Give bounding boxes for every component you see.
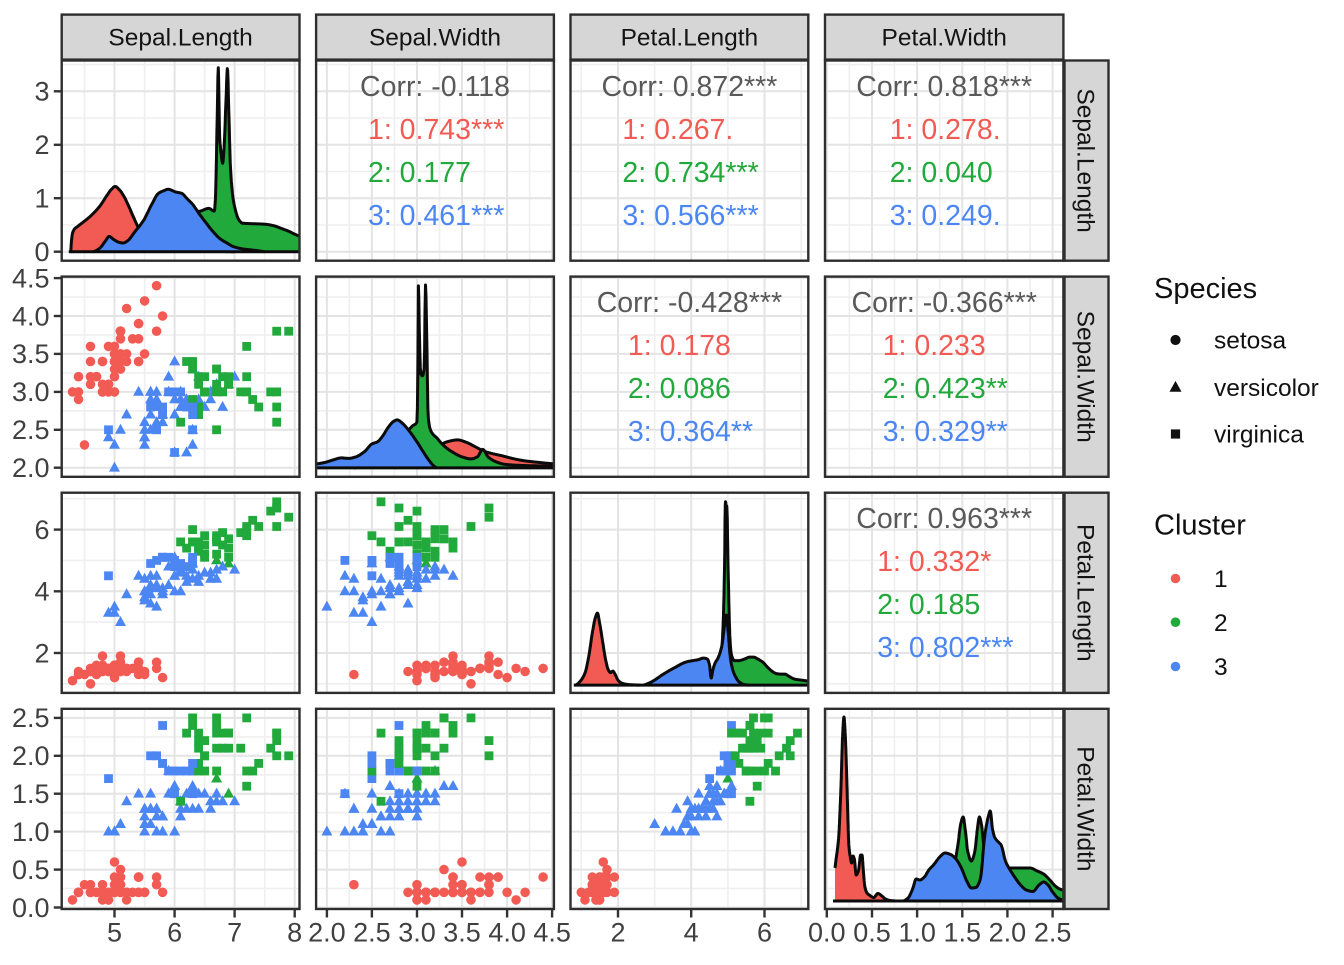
svg-text:6: 6 [757, 918, 772, 948]
svg-text:Corr: -0.428***: Corr: -0.428*** [597, 287, 782, 319]
svg-text:versicolor: versicolor [1214, 375, 1319, 402]
svg-text:virginica: virginica [1214, 422, 1304, 449]
svg-text:2.5: 2.5 [12, 415, 50, 445]
svg-text:1: 0.332*: 1: 0.332* [877, 546, 991, 578]
svg-text:2.0: 2.0 [989, 918, 1027, 948]
svg-text:4.0: 4.0 [488, 918, 526, 948]
svg-text:1: 0.233: 1: 0.233 [883, 330, 986, 362]
svg-text:2: 0.040: 2: 0.040 [890, 157, 993, 189]
svg-text:2: 0.086: 2: 0.086 [628, 373, 731, 405]
svg-text:setosa: setosa [1214, 328, 1287, 355]
svg-text:5: 5 [107, 918, 122, 948]
svg-text:0.5: 0.5 [12, 855, 50, 885]
svg-text:2: 2 [34, 130, 49, 160]
svg-text:1.5: 1.5 [12, 779, 50, 809]
svg-text:8: 8 [287, 918, 302, 948]
svg-text:3.5: 3.5 [443, 918, 481, 948]
svg-text:3: 3 [34, 77, 49, 107]
svg-text:Corr: -0.118: Corr: -0.118 [360, 71, 510, 103]
svg-text:3.5: 3.5 [12, 339, 50, 369]
svg-text:Petal.Width: Petal.Width [882, 24, 1007, 51]
svg-text:4.0: 4.0 [12, 301, 50, 331]
svg-text:Corr: 0.818***: Corr: 0.818*** [856, 71, 1032, 103]
svg-text:Corr: -0.366***: Corr: -0.366*** [852, 287, 1037, 319]
svg-text:6: 6 [34, 515, 49, 545]
svg-text:Corr: 0.872***: Corr: 0.872*** [601, 71, 777, 103]
svg-text:1: 0.178: 1: 0.178 [628, 330, 731, 362]
svg-text:2: 2 [1214, 610, 1228, 637]
svg-text:3: 0.329**: 3: 0.329** [883, 416, 1008, 448]
svg-text:2: 0.423**: 2: 0.423** [883, 373, 1008, 405]
svg-text:Petal.Length: Petal.Length [1072, 524, 1099, 662]
svg-text:0.5: 0.5 [853, 918, 891, 948]
svg-text:1.5: 1.5 [944, 918, 982, 948]
svg-text:0.0: 0.0 [12, 893, 50, 923]
svg-text:7: 7 [227, 918, 242, 948]
svg-text:4.5: 4.5 [12, 263, 50, 293]
svg-text:3: 0.364**: 3: 0.364** [628, 416, 753, 448]
svg-text:Petal.Width: Petal.Width [1072, 746, 1099, 871]
svg-text:Sepal.Length: Sepal.Length [1072, 88, 1099, 232]
svg-text:0: 0 [34, 237, 49, 267]
svg-text:2: 2 [34, 638, 49, 668]
svg-text:1: 0.278.: 1: 0.278. [890, 114, 1001, 146]
svg-text:1.0: 1.0 [12, 817, 50, 847]
svg-text:4: 4 [34, 577, 49, 607]
svg-text:2: 2 [610, 918, 625, 948]
svg-text:3: 0.566***: 3: 0.566*** [622, 200, 758, 232]
svg-text:Corr: 0.963***: Corr: 0.963*** [856, 503, 1032, 535]
svg-text:Sepal.Width: Sepal.Width [1072, 311, 1099, 443]
svg-text:2.5: 2.5 [12, 703, 50, 733]
svg-text:1: 0.267.: 1: 0.267. [622, 114, 733, 146]
svg-text:2.5: 2.5 [353, 918, 391, 948]
svg-text:3.0: 3.0 [12, 377, 50, 407]
svg-text:3: 0.249.: 3: 0.249. [890, 200, 1001, 232]
svg-text:4.5: 4.5 [533, 918, 571, 948]
svg-text:2.0: 2.0 [308, 918, 346, 948]
svg-text:1.0: 1.0 [898, 918, 936, 948]
svg-text:4: 4 [684, 918, 699, 948]
svg-text:2.5: 2.5 [1034, 918, 1072, 948]
svg-text:2.0: 2.0 [12, 741, 50, 771]
svg-text:3: 0.461***: 3: 0.461*** [368, 200, 504, 232]
svg-text:2: 0.185: 2: 0.185 [877, 589, 980, 621]
svg-text:6: 6 [167, 918, 182, 948]
svg-text:1: 0.743***: 1: 0.743*** [368, 114, 504, 146]
svg-text:Sepal.Length: Sepal.Length [108, 24, 252, 51]
svg-text:Sepal.Width: Sepal.Width [369, 24, 501, 51]
svg-text:3: 0.802***: 3: 0.802*** [877, 632, 1013, 664]
svg-text:2.0: 2.0 [12, 453, 50, 483]
svg-text:1: 1 [34, 184, 49, 214]
svg-text:2: 0.177: 2: 0.177 [368, 157, 471, 189]
svg-text:Petal.Length: Petal.Length [621, 24, 759, 51]
svg-text:3: 3 [1214, 654, 1228, 681]
svg-text:1: 1 [1214, 566, 1228, 593]
svg-text:Cluster: Cluster [1154, 510, 1246, 542]
svg-text:2: 0.734***: 2: 0.734*** [622, 157, 758, 189]
svg-text:3.0: 3.0 [398, 918, 436, 948]
svg-text:0.0: 0.0 [808, 918, 846, 948]
svg-text:Species: Species [1154, 273, 1257, 305]
